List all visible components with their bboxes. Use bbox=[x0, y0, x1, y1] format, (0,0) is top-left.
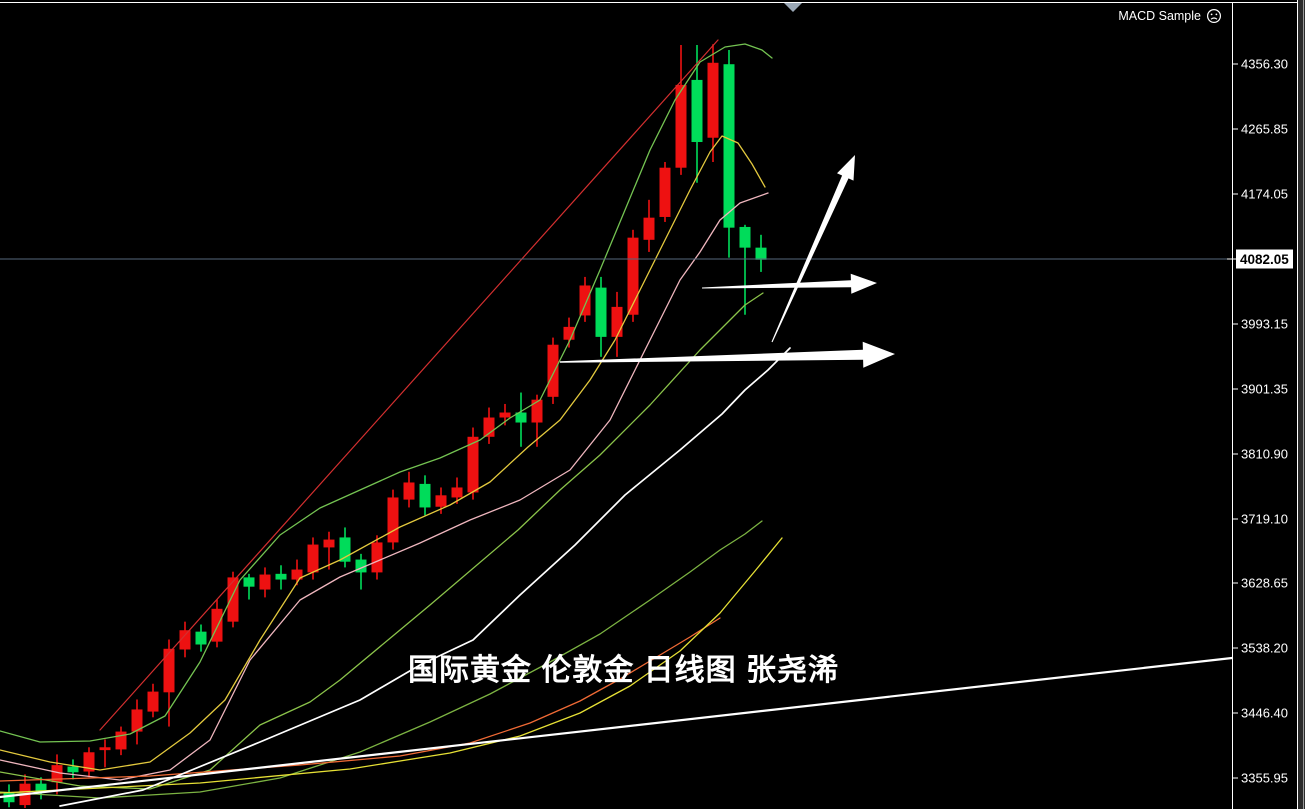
drawn-arrows-layer bbox=[560, 155, 895, 368]
candle-body bbox=[579, 285, 591, 316]
candle-body bbox=[163, 648, 175, 693]
candle-body bbox=[371, 542, 383, 573]
ma-green-mid bbox=[0, 292, 764, 790]
candle-body bbox=[115, 731, 127, 750]
candle-body bbox=[739, 226, 751, 248]
ma-pink bbox=[0, 192, 769, 781]
trendline-red-channel[interactable] bbox=[99, 39, 719, 731]
candle-body bbox=[51, 765, 63, 783]
candle-body bbox=[675, 84, 687, 168]
chart-shift-marker[interactable] bbox=[784, 3, 802, 12]
candle-body bbox=[659, 167, 671, 217]
candle-body bbox=[451, 487, 463, 498]
ma-yellow-fast bbox=[0, 135, 766, 771]
current-price-tag-label: 4082.05 bbox=[1240, 252, 1289, 267]
price-tick-label: 3446.40 bbox=[1241, 706, 1288, 721]
price-tick-label: 4265.85 bbox=[1241, 122, 1288, 137]
trendline-white-main[interactable] bbox=[0, 656, 1234, 799]
price-tick-label: 3719.10 bbox=[1241, 512, 1288, 527]
candle-body bbox=[499, 412, 511, 418]
current-price-tag bbox=[1236, 249, 1293, 269]
trendline-white-curve[interactable] bbox=[59, 347, 791, 807]
price-tick-label: 3810.90 bbox=[1241, 447, 1288, 462]
candle-body bbox=[707, 62, 719, 138]
candle-body bbox=[243, 577, 255, 587]
ma-yellow-slow bbox=[0, 537, 783, 794]
price-tick-label: 3993.15 bbox=[1241, 317, 1288, 332]
candle-body bbox=[755, 247, 767, 260]
ma-green-upper bbox=[0, 43, 773, 743]
candle-body bbox=[531, 399, 543, 423]
candle-body bbox=[83, 752, 95, 772]
candle-body bbox=[179, 630, 191, 650]
candle-body bbox=[515, 412, 527, 423]
candle-body bbox=[403, 482, 415, 500]
price-tick-label: 3355.95 bbox=[1241, 771, 1288, 786]
candle-body bbox=[99, 747, 111, 751]
candle-body bbox=[355, 559, 367, 573]
candle-body bbox=[563, 326, 575, 340]
arrow-right-lower[interactable] bbox=[560, 341, 895, 368]
candle-body bbox=[387, 497, 399, 543]
indicator-name: MACD Sample bbox=[1118, 9, 1201, 23]
arrow-right-mid[interactable] bbox=[702, 273, 877, 294]
indicator-label: MACD Sample bbox=[1118, 8, 1222, 24]
overlay-lines-layer bbox=[0, 39, 1234, 807]
candle-body bbox=[291, 569, 303, 580]
window-edge-strip bbox=[1298, 0, 1305, 809]
ma-green-lower bbox=[0, 520, 763, 799]
candle-body bbox=[211, 608, 223, 642]
candle-body bbox=[259, 574, 271, 590]
candle-body bbox=[195, 631, 207, 645]
price-tick-label: 3538.20 bbox=[1241, 641, 1288, 656]
candle-body bbox=[339, 537, 351, 562]
candle-body bbox=[723, 64, 735, 228]
candle-body bbox=[67, 766, 79, 773]
sad-face-icon bbox=[1206, 8, 1222, 24]
candle-body bbox=[467, 436, 479, 493]
candle-body bbox=[147, 691, 159, 712]
candle-body bbox=[275, 573, 287, 580]
candle-body bbox=[323, 539, 335, 548]
price-tick-label: 3901.35 bbox=[1241, 382, 1288, 397]
candle-body bbox=[307, 544, 319, 573]
candle-body bbox=[643, 217, 655, 240]
candle-body bbox=[435, 495, 447, 507]
price-tick-label: 3628.65 bbox=[1241, 576, 1288, 591]
arrow-up-diagonal[interactable] bbox=[771, 155, 856, 343]
candle-body bbox=[691, 79, 703, 143]
candle-body bbox=[3, 792, 15, 803]
watermark-text: 国际黄金 伦敦金 日线图 张尧浠 bbox=[408, 654, 840, 687]
price-axis[interactable]: 4356.30 4265.85 4174.05 4082.05 3993.15 3901.… bbox=[1227, 57, 1293, 786]
candle-body bbox=[131, 709, 143, 732]
candle-body bbox=[595, 287, 607, 337]
candle-body bbox=[35, 783, 47, 793]
candle-body bbox=[611, 306, 623, 337]
candle-body bbox=[419, 483, 431, 508]
candle-body bbox=[227, 577, 239, 622]
price-tick-label: 4174.05 bbox=[1241, 187, 1288, 202]
candle-body bbox=[627, 237, 639, 315]
candles-layer bbox=[3, 44, 767, 808]
candle-body bbox=[483, 417, 495, 437]
candle-body bbox=[547, 344, 559, 397]
price-tick-label: 4356.30 bbox=[1241, 57, 1288, 72]
